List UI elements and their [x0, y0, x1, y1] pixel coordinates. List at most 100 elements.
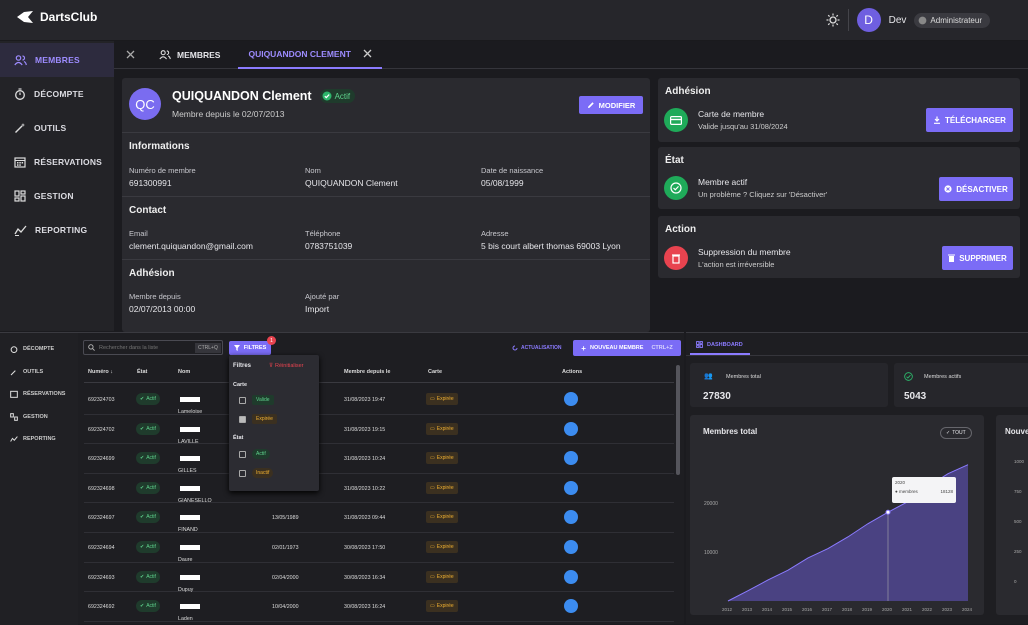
x-tick-label: 2021	[902, 607, 913, 612]
cell-birthdate: 10/04/2000	[272, 604, 299, 611]
sidebar-item-membres[interactable]: MEMBRES	[0, 43, 114, 77]
calendar-icon	[14, 157, 26, 168]
status-badge: Actif	[319, 89, 356, 103]
sidebar-item-reservations[interactable]: RÉSERVATIONS	[0, 145, 114, 179]
cell-number: 692324693	[88, 574, 115, 581]
reset-filters-button[interactable]: ⊽ Réinitialiser	[269, 363, 304, 369]
filter-valid[interactable]: Valide	[239, 395, 274, 405]
theme-toggle-icon[interactable]	[826, 13, 840, 27]
cell-name: GIANESELLO	[178, 485, 212, 504]
brand[interactable]: DartsClub	[16, 10, 97, 24]
divider	[122, 132, 650, 133]
download-button[interactable]: TÉLÉCHARGER	[926, 108, 1013, 132]
checkbox[interactable]	[239, 450, 246, 458]
search-icon	[88, 344, 95, 351]
table-row[interactable]: 692324703 ✔ Actif Lameloise 31/08/2023 19:47…	[84, 385, 674, 415]
column-header-name[interactable]: Nom	[178, 369, 191, 375]
table-row[interactable]: 692324697 ✔ Actif FINAND 13/05/1989 31/08/202…	[84, 503, 674, 533]
filter-active[interactable]: Actif	[239, 449, 270, 459]
user-name[interactable]: Dev	[888, 14, 907, 26]
dashboard-screenshot: DASHBOARD 👥 Membres total 27830 Membres …	[686, 332, 1028, 624]
table-row[interactable]: 692324699 ✔ Actif GILLES 31/08/2023 10:24 ▭ Ex…	[84, 444, 674, 474]
list-sidebar-reporting[interactable]: REPORTING	[0, 428, 78, 451]
sidebar-item-outils[interactable]: OUTILS	[0, 111, 114, 145]
cell-since: 30/08/2023 17:50	[344, 545, 386, 551]
checkbox[interactable]	[239, 469, 246, 477]
card-group-label: Carte	[233, 382, 248, 388]
users-icon	[14, 54, 27, 65]
checkbox-checked[interactable]	[239, 415, 246, 423]
search-input[interactable]	[99, 344, 191, 351]
edit-button[interactable]: MODIFIER	[579, 96, 643, 114]
table-row[interactable]: 692324692 ✔ Actif Laden 10/04/2000 30/08/2023…	[84, 592, 674, 622]
column-header-card[interactable]: Carte	[428, 369, 443, 375]
sidebar-item-decompte[interactable]: DÉCOMPTE	[0, 77, 114, 111]
column-header-status[interactable]: État	[137, 369, 148, 375]
search-box[interactable]: CTRL+Q	[83, 340, 223, 355]
filters-button[interactable]: FILTRES	[229, 341, 271, 355]
stat-active-members: Membres actifs 5043	[894, 363, 1028, 407]
action-heading: Action	[665, 224, 697, 235]
renew-action-button[interactable]	[564, 421, 578, 436]
renew-action-button[interactable]	[564, 392, 578, 406]
stopwatch-icon	[15, 88, 25, 100]
table-row[interactable]: 692324694 ✔ Actif Daure 02/01/1973 30/08/2023…	[84, 533, 674, 563]
refresh-button[interactable]: ACTUALISATION	[512, 345, 561, 351]
scrollbar[interactable]	[676, 365, 680, 475]
filter-icon	[233, 345, 240, 351]
delete-button[interactable]: SUPPRIMER	[942, 246, 1013, 270]
status-badge: ✔ Actif	[136, 422, 160, 435]
cell-since: 31/08/2023 19:47	[344, 397, 386, 403]
new-member-button[interactable]: + NOUVEAU MEMBRE CTRL+Z	[573, 340, 681, 356]
x-tick-label: 2015	[782, 607, 793, 612]
renew-action-button[interactable]	[564, 480, 578, 495]
list-sidebar-gestion[interactable]: GESTION	[0, 406, 78, 429]
renew-action-button[interactable]	[564, 599, 578, 614]
renew-action-button[interactable]	[564, 510, 578, 525]
table-row[interactable]: 692324702 ✔ Actif LAVILLE 31/08/2023 19:15 ▭ E…	[84, 415, 674, 445]
chart-line-icon	[10, 436, 18, 442]
deactivate-button[interactable]: DÉSACTIVER	[939, 177, 1013, 201]
members-total-chart-card: Membres total ✓ TOUT 10000 20000 2012 2013 20…	[690, 415, 984, 615]
close-all-icon[interactable]	[126, 50, 135, 59]
column-header-since[interactable]: Membre depuis le	[344, 369, 391, 375]
cell-birthdate: 13/05/1989	[272, 515, 299, 522]
dashboard-grid-icon	[696, 341, 703, 348]
refresh-icon	[512, 345, 518, 351]
contact-heading: Contact	[129, 205, 167, 216]
user-avatar[interactable]: D	[856, 8, 881, 32]
x-tick-label: 2023	[942, 607, 953, 612]
magic-wand-icon	[10, 370, 16, 376]
card-badge: ▭ Expirée	[426, 393, 458, 405]
tab-dashboard[interactable]: DASHBOARD	[696, 341, 743, 348]
renew-action-button[interactable]	[564, 540, 578, 554]
list-sidebar-reservations[interactable]: RÉSERVATIONS	[0, 383, 78, 406]
name-label: Nom	[305, 166, 321, 175]
sidebar-item-reporting[interactable]: REPORTING	[0, 213, 114, 247]
renew-action-button[interactable]	[564, 569, 578, 584]
card-badge: ▭ Expirée	[426, 600, 458, 613]
cell-number: 692324699	[88, 456, 115, 463]
list-sidebar-decompte[interactable]: DÉCOMPTE	[0, 338, 78, 361]
sidebar-item-gestion[interactable]: GESTION	[0, 179, 114, 213]
dashboard-grid-icon	[14, 190, 26, 202]
table-row[interactable]: 692324698 ✔ Actif GIANESELLO 31/08/2023 10:2…	[84, 474, 674, 504]
tab-member-detail[interactable]: QUIQUANDON CLEMENT	[238, 41, 382, 69]
address-label: Adresse	[481, 229, 509, 238]
column-header-number[interactable]: Numéro ↓	[88, 369, 114, 375]
filter-inactive[interactable]: Inactif	[239, 468, 274, 478]
users-icon: 👥	[704, 373, 713, 380]
members-table: Numéro ↓ État Nom Membre depuis le Carte…	[84, 367, 680, 625]
cell-number: 692324697	[88, 515, 115, 522]
trash-icon	[948, 254, 956, 262]
table-row[interactable]: 692324693 ✔ Actif Dupuy 02/04/2000 30/08/2023…	[84, 563, 674, 593]
checkbox[interactable]	[239, 396, 246, 404]
renew-action-button[interactable]	[564, 451, 578, 466]
active-title: Membre actif	[698, 177, 748, 187]
tab-membres[interactable]: MEMBRES	[149, 41, 230, 69]
close-tab-icon[interactable]	[363, 49, 372, 58]
top-bar: DartsClub D Dev Administrateur	[0, 0, 1028, 41]
filter-expired[interactable]: Expirée	[239, 414, 277, 424]
list-sidebar-outils[interactable]: OUTILS	[0, 361, 78, 384]
range-chip[interactable]: ✓ TOUT	[940, 427, 972, 439]
